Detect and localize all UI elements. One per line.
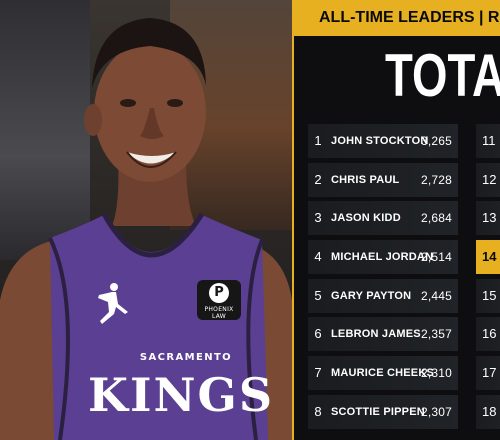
leader-row: 18 <box>476 394 500 429</box>
sponsor-logo-icon: P <box>209 283 229 303</box>
panel-header-bar: ALL-TIME LEADERS | RE <box>292 0 500 36</box>
leader-value: 2,310 <box>420 366 452 381</box>
player-photo: P PHOENIX LAW SACRAMENTO KINGS <box>0 0 292 440</box>
leader-name: MAURICE CHEEKS <box>331 367 435 380</box>
leader-row: 3 JASON KIDD 2,684 <box>308 201 458 236</box>
sponsor-patch: P PHOENIX LAW <box>197 280 241 320</box>
player-figure <box>0 18 292 440</box>
leader-name: SCOTTIE PIPPEN <box>331 405 425 418</box>
leader-row: 5 GARY PAYTON 2,445 <box>308 278 458 313</box>
leader-name: JASON KIDD <box>331 212 401 225</box>
leader-value: 2,684 <box>420 211 452 226</box>
leader-row: 7 MAURICE CHEEKS 2,310 <box>308 356 458 391</box>
leader-rank: 14 <box>482 249 497 265</box>
leader-name: GARY PAYTON <box>331 289 412 302</box>
leader-rank: 18 <box>482 403 497 419</box>
leader-rank: 2 <box>314 171 322 187</box>
jersey-city-text: SACRAMENTO <box>139 352 233 363</box>
jordan-jumpman-icon <box>98 283 128 324</box>
leader-row: 17 <box>476 356 500 391</box>
leader-rank: 1 <box>314 133 322 148</box>
leaders-list: 1 JOHN STOCKTON 3,265 2 CHRIS PAUL 2,728 3 JASO… <box>308 124 458 434</box>
leader-value: 3,265 <box>420 134 452 148</box>
panel-title: TOTAL ST <box>385 42 500 109</box>
sponsor-text: PHOENIX LAW <box>204 306 234 320</box>
leader-rank: 7 <box>314 365 322 381</box>
leader-rank: 5 <box>314 287 322 303</box>
leader-name: MICHAEL JORDAN <box>331 251 434 264</box>
leader-row: 8 SCOTTIE PIPPEN 2,307 <box>308 394 458 429</box>
leader-row: 15 <box>476 278 500 313</box>
leader-rank: 16 <box>482 326 497 342</box>
leader-value: 2,514 <box>420 250 452 265</box>
leader-row: 6 LEBRON JAMES 2,357 <box>308 317 458 352</box>
leader-row: 2 CHRIS PAUL 2,728 <box>308 162 458 197</box>
leader-value: 2,728 <box>420 172 452 187</box>
leader-row: 1 JOHN STOCKTON 3,265 <box>308 124 458 158</box>
panel-header-text: ALL-TIME LEADERS | RE <box>319 9 500 26</box>
leaders-list-second-column: 11 12 13 14 15 16 17 18 <box>476 124 500 434</box>
leader-rank: 13 <box>482 210 497 226</box>
leaders-panel: ALL-TIME LEADERS | RE TOTAL ST 1 JOHN STO… <box>292 0 500 440</box>
leader-row: 13 <box>476 201 500 236</box>
leader-rank: 6 <box>314 326 322 342</box>
leader-rank: 15 <box>482 287 497 303</box>
crowd-background-left <box>0 0 90 260</box>
leader-rank: 8 <box>314 403 322 419</box>
leader-row-highlighted: 14 <box>476 240 500 275</box>
leader-row: 11 <box>476 124 500 158</box>
leader-value: 2,445 <box>420 288 452 303</box>
leader-value: 2,357 <box>420 327 452 342</box>
leader-rank: 4 <box>314 249 322 265</box>
jersey-team-text: KINGS <box>88 368 275 422</box>
leader-value: 2,307 <box>420 404 452 419</box>
leader-row: 4 MICHAEL JORDAN 2,514 <box>308 240 458 275</box>
leader-name: CHRIS PAUL <box>331 173 400 186</box>
leader-row: 12 <box>476 162 500 197</box>
leader-name: LEBRON JAMES <box>331 328 421 341</box>
leader-rank: 3 <box>314 210 322 226</box>
leader-rank: 12 <box>482 171 497 187</box>
panel-divider <box>292 0 294 440</box>
leader-name: JOHN STOCKTON <box>331 135 429 147</box>
leader-rank: 11 <box>482 133 496 148</box>
leader-row: 16 <box>476 317 500 352</box>
leader-rank: 17 <box>482 365 497 381</box>
